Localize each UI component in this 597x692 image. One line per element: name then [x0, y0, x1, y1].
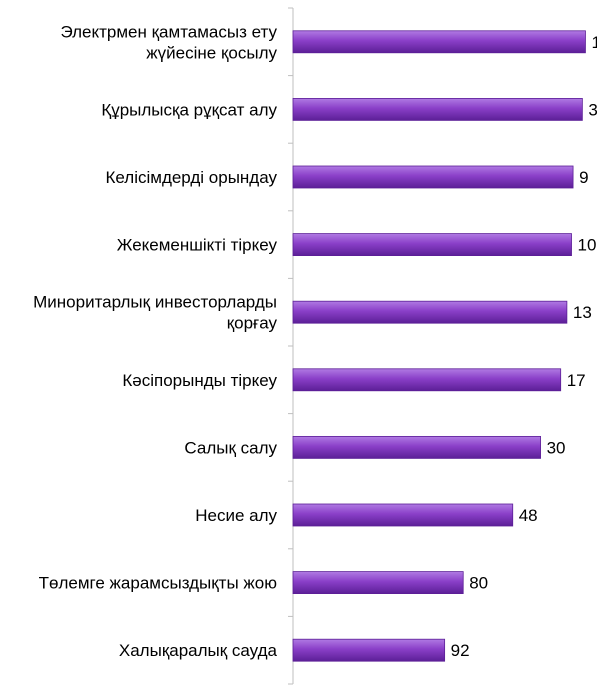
category-label-line: жүйесіне қосылу — [146, 43, 277, 62]
category-label: Құрылысқа рұқсат алу — [101, 100, 277, 119]
category-labels: Электрмен қамтамасыз ету жүйесіне қосылу Қ… — [33, 22, 277, 660]
value-label: 10 — [578, 236, 597, 255]
bars — [292, 30, 586, 662]
bar — [292, 368, 562, 392]
category-label-line: Келісімдерді орындау — [105, 168, 277, 187]
value-label: 30 — [547, 438, 566, 457]
category-label-line: Жекеменшікті тіркеу — [117, 236, 278, 255]
value-label: 80 — [469, 574, 488, 593]
value-label: 3 — [588, 100, 597, 119]
bar — [292, 571, 464, 594]
bar — [292, 165, 574, 189]
category-label-line: Кәсіпорынды тіркеу — [122, 371, 277, 390]
bar — [292, 638, 446, 662]
category-label-line: Халықаралық сауда — [119, 641, 278, 660]
category-label: Кәсіпорынды тіркеу — [122, 371, 277, 390]
category-label: Халықаралық сауда — [119, 641, 278, 660]
category-label: Миноритарлық инвесторларды қорғау — [33, 293, 277, 333]
bar — [292, 233, 572, 257]
category-label: Электрмен қамтамасыз ету жүйесіне қосылу — [60, 22, 277, 62]
category-label-line: Электрмен қамтамасыз ету — [60, 22, 277, 41]
category-label-line: Несие алу — [195, 506, 277, 525]
category-label-line: Құрылысқа рұқсат алу — [101, 100, 277, 119]
category-label-line: Төлемге жарамсыздықты жою — [39, 574, 278, 593]
value-label: 48 — [519, 506, 538, 525]
value-label: 92 — [451, 641, 470, 660]
axis-ticks — [288, 7, 293, 685]
category-label-line: Миноритарлық инвесторларды — [33, 293, 277, 312]
bar — [292, 503, 514, 527]
category-label: Салық салу — [184, 438, 277, 457]
bar — [292, 300, 568, 324]
value-label: 1 — [591, 33, 597, 52]
value-label: 13 — [573, 303, 592, 322]
category-label: Жекеменшікті тіркеу — [117, 236, 278, 255]
category-label: Төлемге жарамсыздықты жою — [39, 574, 278, 593]
bar — [292, 98, 583, 121]
category-label: Келісімдерді орындау — [105, 168, 277, 187]
category-label: Несие алу — [195, 506, 277, 525]
value-label: 9 — [579, 168, 588, 187]
category-label-line: Салық салу — [184, 438, 277, 457]
bar — [292, 435, 541, 459]
bar — [292, 30, 586, 54]
category-label-line: қорғау — [227, 314, 278, 333]
value-label: 17 — [567, 371, 586, 390]
